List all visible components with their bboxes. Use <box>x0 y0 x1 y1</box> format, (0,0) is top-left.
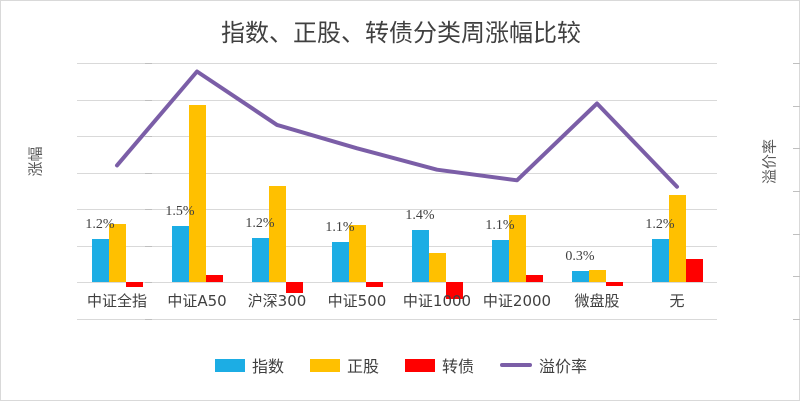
chart-title: 指数、正股、转债分类周涨幅比较 <box>221 19 581 47</box>
data-label: 0.3% <box>565 249 595 265</box>
bar-转债 <box>285 282 303 294</box>
tick-mark-right <box>793 148 800 150</box>
legend-label: 指数 <box>251 357 284 376</box>
data-label: 1.2% <box>245 215 275 231</box>
category-label-微盘股: 微盘股 <box>574 292 620 311</box>
legend-item-溢价率[interactable]: 溢价率 <box>500 353 587 377</box>
data-label: 1.2% <box>645 216 675 232</box>
plot-area: 6%5%4%3%2%1%0%-1%120%100%80%60%40%20%0% … <box>77 63 800 320</box>
category-label-无: 无 <box>669 292 685 311</box>
bar-转债 <box>365 282 383 287</box>
bar-转债 <box>525 275 543 283</box>
legend-item-正股[interactable]: 正股 <box>309 353 379 377</box>
y-axis-title-left: 涨幅 <box>26 146 45 177</box>
bar-正股 <box>348 225 366 283</box>
bar-指数 <box>91 238 109 283</box>
tick-mark-left <box>145 245 152 247</box>
bar-正股 <box>508 214 526 283</box>
category-label-沪深300: 沪深300 <box>247 292 307 311</box>
tick-mark-right <box>793 191 800 192</box>
category-label-中证500: 中证500 <box>327 292 387 311</box>
gridline <box>77 172 717 174</box>
bar-正股 <box>188 105 206 283</box>
tick-mark-left <box>145 99 152 101</box>
legend-line-icon <box>500 363 533 367</box>
bar-转债 <box>205 275 223 283</box>
legend-label: 溢价率 <box>539 357 588 376</box>
data-label: 1.5% <box>165 203 195 219</box>
legend-square-icon <box>309 358 340 372</box>
legend-label: 正股 <box>346 357 379 376</box>
legend-square-icon <box>214 358 245 372</box>
bar-指数 <box>411 230 429 283</box>
bar-指数 <box>571 271 589 283</box>
gridline <box>77 136 717 138</box>
bar-指数 <box>171 225 189 283</box>
y-axis-title-right: 溢价率 <box>760 139 779 185</box>
data-label: 1.4% <box>405 208 435 224</box>
gridline <box>77 209 717 211</box>
bar-正股 <box>108 223 126 283</box>
legend-square-icon <box>405 358 435 372</box>
bar-转债 <box>125 282 143 288</box>
tick-mark-left <box>145 63 152 64</box>
data-label: 1.2% <box>85 216 115 232</box>
tick-mark-right <box>793 105 800 107</box>
legend-item-转债[interactable]: 转债 <box>405 353 474 377</box>
category-label-中证A50: 中证A50 <box>167 292 227 311</box>
category-label-中证2000: 中证2000 <box>482 292 552 311</box>
line-series-path <box>115 69 679 189</box>
category-label-中证1000: 中证1000 <box>402 292 472 311</box>
bar-指数 <box>251 237 269 283</box>
bar-正股 <box>668 194 686 283</box>
tick-mark-right <box>793 319 800 320</box>
legend-item-指数[interactable]: 指数 <box>214 353 284 377</box>
gridline <box>77 282 717 284</box>
gridline <box>77 63 717 64</box>
bar-转债 <box>685 258 703 283</box>
bar-正股 <box>428 253 446 283</box>
gridline <box>77 245 717 247</box>
bar-转债 <box>445 282 463 299</box>
bar-指数 <box>651 238 669 283</box>
gridline <box>77 99 717 101</box>
tick-mark-left <box>145 209 152 211</box>
premium-rate-line <box>115 69 679 189</box>
tick-mark-right <box>793 276 800 278</box>
category-label-中证全指: 中证全指 <box>86 292 147 311</box>
bar-正股 <box>268 185 286 283</box>
bar-转债 <box>605 282 623 287</box>
tick-mark-left <box>145 136 152 138</box>
tick-mark-left <box>145 282 152 284</box>
tick-mark-left <box>145 172 152 174</box>
legend-label: 转债 <box>442 357 475 376</box>
tick-mark-right <box>793 63 800 64</box>
bar-指数 <box>331 242 349 283</box>
gridline <box>77 319 717 320</box>
data-label: 1.1% <box>485 218 515 234</box>
bar-指数 <box>491 240 509 283</box>
bar-正股 <box>588 269 606 283</box>
tick-mark-right <box>793 233 800 235</box>
tick-mark-left <box>145 319 152 320</box>
chart-legend: 指数 正股 转债 溢价率 <box>1 353 800 377</box>
data-label: 1.1% <box>325 220 355 236</box>
